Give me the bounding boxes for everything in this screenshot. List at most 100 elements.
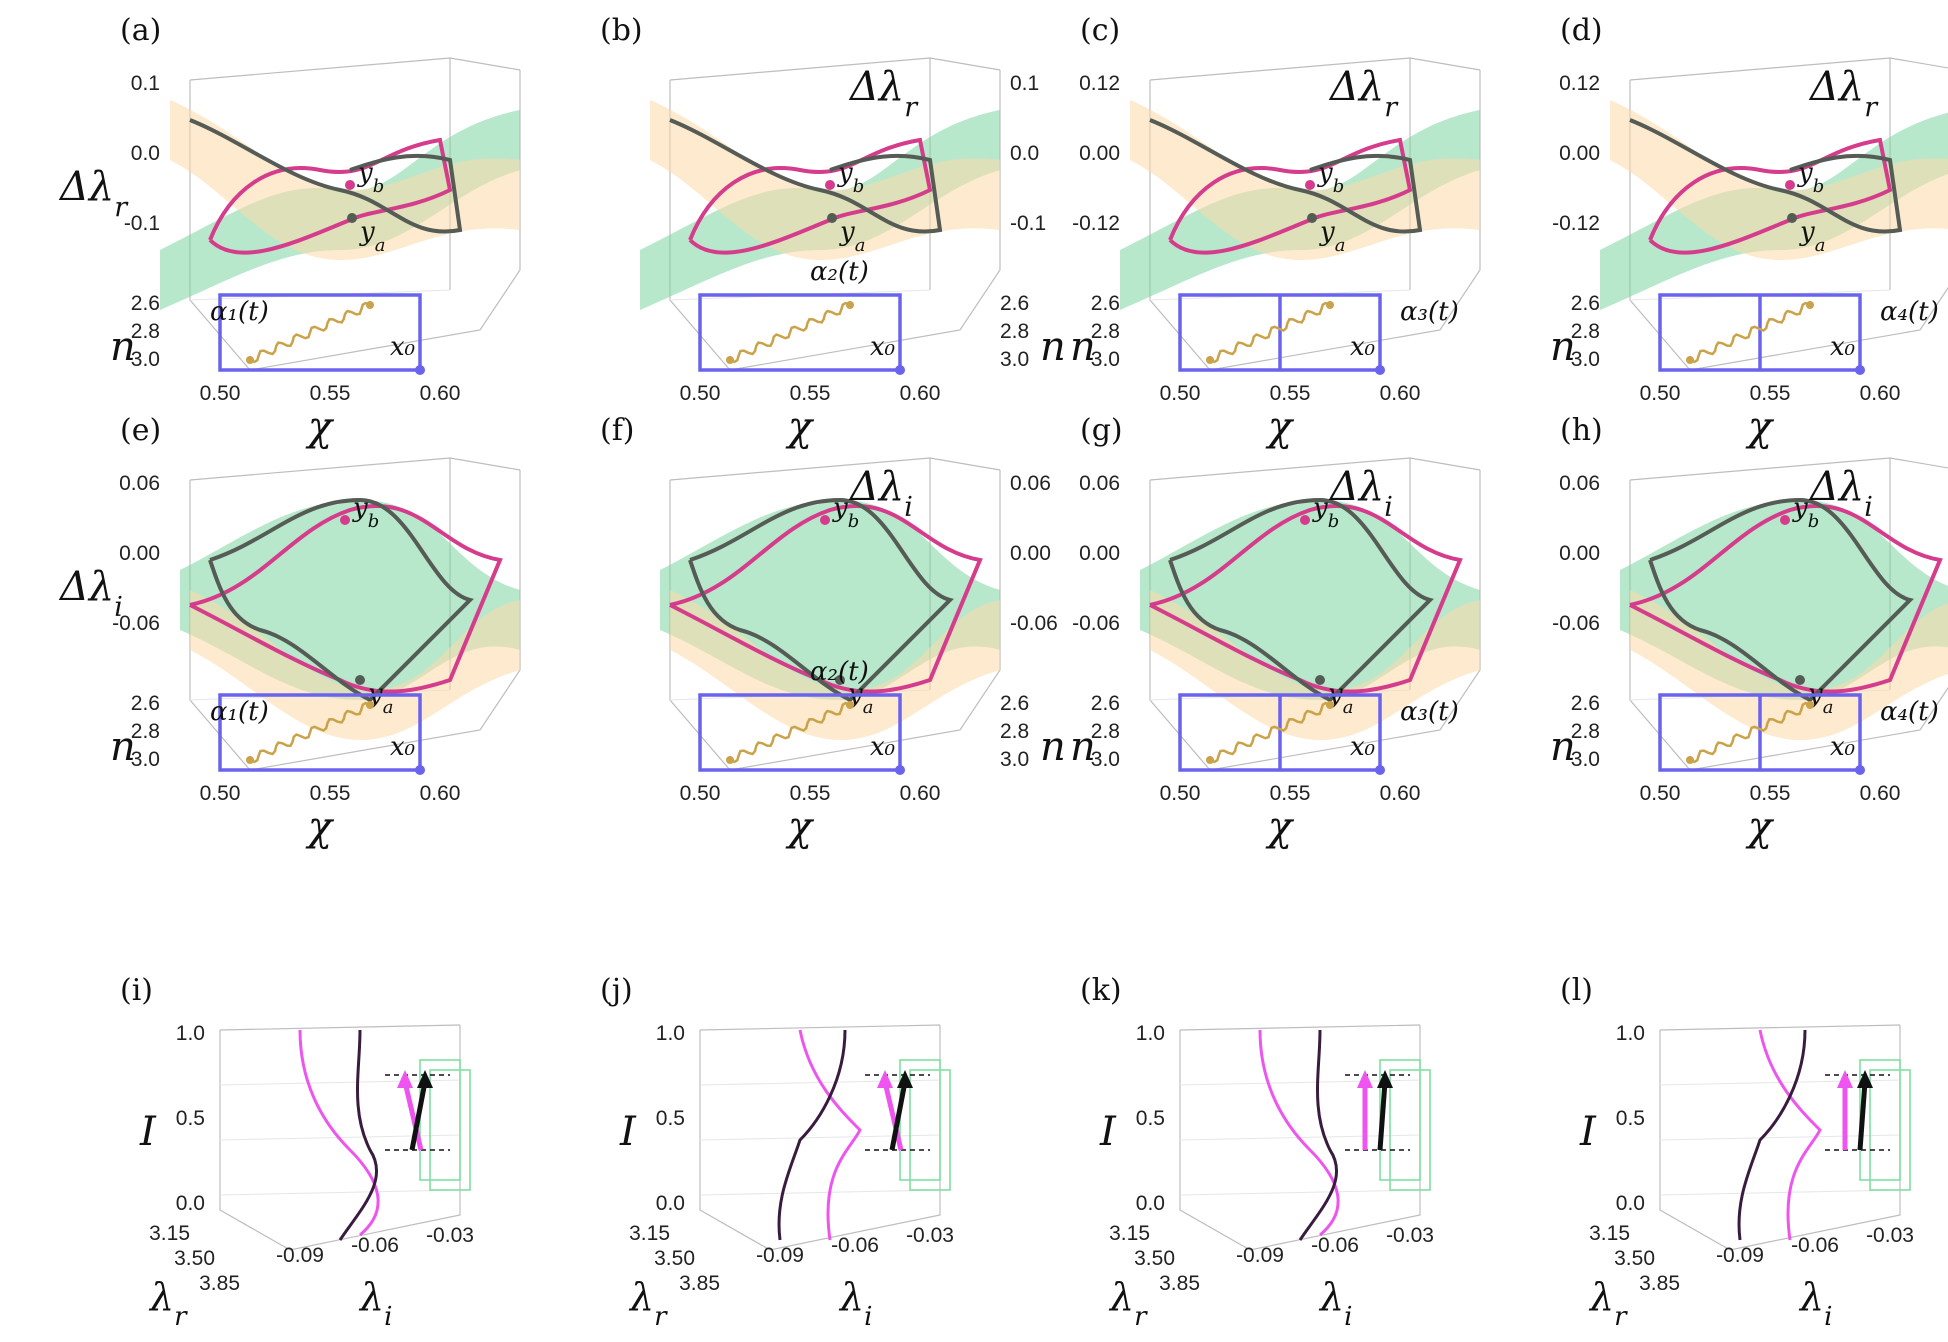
lambda-r-tick: 3.15: [1109, 1222, 1150, 1245]
wave-end-dot: [1206, 356, 1214, 364]
point-x0: [415, 365, 425, 375]
inset-frame-back: [909, 1069, 951, 1191]
chi-axis-title: χ: [305, 804, 335, 850]
n-axis-title: n: [110, 324, 136, 370]
n-tick: 2.8: [131, 720, 160, 743]
chi-tick: 0.60: [900, 782, 941, 805]
axis-box-top: [189, 57, 521, 81]
wave-end-dot: [1326, 301, 1334, 309]
chi-axis-title: χ: [1265, 804, 1295, 850]
wave-end-dot: [726, 756, 734, 764]
lambda-r-tick: 3.15: [149, 1222, 190, 1245]
axis-box-top: [699, 1024, 941, 1031]
grid-line: [1659, 1134, 1901, 1141]
arrow-magenta-head: [1837, 1070, 1853, 1088]
panel-k: (k) 1.0 0.5 0.0 I 3.153.503.85 -0.09 -0.06 -0.03…: [1080, 973, 1434, 1332]
chi-tick: 0.50: [1160, 782, 1201, 805]
I-tick: 0.0: [656, 1192, 685, 1215]
chi-tick: 0.60: [1860, 382, 1901, 405]
n-axis-title: n: [1070, 724, 1096, 770]
panel-g: (g)ybyaΔλi0.060.00-0.06α₃(t)x₀2.62.83.00…: [1070, 413, 1481, 850]
trajectory-dark: [777, 1029, 847, 1241]
z-tick: -0.06: [1552, 612, 1600, 635]
point-yb: [345, 180, 355, 190]
lambda-r-title: λr: [1588, 1275, 1628, 1332]
z-tick: 0.00: [119, 542, 160, 565]
chi-tick: 0.60: [1860, 782, 1901, 805]
n-tick: 2.8: [1091, 320, 1120, 343]
chi-tick: 0.50: [200, 382, 241, 405]
I-tick: 0.0: [176, 1192, 205, 1215]
trajectory-dark: [1298, 1029, 1338, 1241]
lambda-r-title: λr: [1108, 1275, 1148, 1332]
point-x0: [415, 765, 425, 775]
panel-j: (j) 1.0 0.5 0.0 I 3.153.503.85 -0.09 -0.06 -0.03…: [600, 973, 954, 1332]
z-tick: 0.00: [1559, 542, 1600, 565]
path-dark: [1648, 497, 1914, 703]
axis-box-top: [1179, 1024, 1421, 1031]
label-ya: ya: [1319, 217, 1345, 256]
z-tick: 0.1: [131, 72, 160, 95]
point-yb: [820, 515, 830, 525]
quantity-label: Δλi: [848, 464, 913, 523]
arrow-magenta-head: [397, 1070, 413, 1088]
chi-tick: 0.50: [200, 782, 241, 805]
label-x0: x₀: [1350, 332, 1376, 362]
I-axis-title: I: [619, 1109, 637, 1155]
panel-label: (d): [1560, 13, 1603, 48]
chi-tick: 0.55: [790, 382, 831, 405]
chi-tick: 0.60: [1380, 782, 1421, 805]
eigen-surface-orange: [1610, 100, 1948, 260]
loop-label: α₃(t): [1400, 697, 1459, 727]
point-ya: [1315, 675, 1325, 685]
chi-tick: 0.55: [310, 782, 351, 805]
loop-label: α₁(t): [210, 697, 269, 727]
n-axis-title: n: [1040, 724, 1066, 770]
quantity-label: Δλi: [1808, 464, 1873, 523]
arrow-black: [409, 1081, 428, 1151]
label-yb: yb: [832, 493, 859, 532]
z-tick: -0.06: [1072, 612, 1120, 635]
panel-a: (a) yb ya Δλr 0.1 0.0 -0.1 α₁(t) x₀ 2.6 2.8 3.0 0.50…: [58, 13, 521, 450]
axis-box-top: [669, 457, 1001, 481]
chi-axis-title: χ: [1265, 404, 1295, 450]
n-tick: 2.6: [1091, 692, 1120, 715]
chi-tick: 0.55: [1270, 382, 1311, 405]
grid-line: [699, 1134, 941, 1141]
I-tick: 0.5: [656, 1107, 685, 1130]
panel-label: (i): [120, 973, 153, 1008]
path-dark: [189, 118, 463, 234]
n-tick: 3.0: [1000, 748, 1029, 771]
lambda-r-tick: 3.15: [629, 1222, 670, 1245]
panel-c: (c) yb ya Δλr 0.12 0.00 -0.12 α₃(t) x₀ 2.6 2.8 3.0 0…: [1070, 13, 1481, 450]
lambda-i-title: λi: [358, 1275, 392, 1332]
wave-end-dot: [1806, 701, 1814, 709]
chi-tick: 0.50: [680, 382, 721, 405]
point-yb: [825, 180, 835, 190]
z-tick: 0.12: [1559, 72, 1600, 95]
wave-end-dot: [846, 701, 854, 709]
point-ya: [1307, 213, 1317, 223]
loop-label: α₂(t): [810, 257, 869, 287]
label-yb: yb: [837, 158, 864, 197]
z-tick: 0.06: [1010, 472, 1051, 495]
quantity-label: Δλr: [58, 164, 129, 223]
arrow-black-head: [1857, 1070, 1873, 1088]
inset-frame-back: [1389, 1069, 1431, 1191]
point-yb: [1300, 515, 1310, 525]
point-ya: [835, 675, 845, 685]
chi-tick: 0.55: [1270, 782, 1311, 805]
arrow-black-head: [897, 1070, 913, 1088]
path-pink: [1149, 503, 1463, 694]
I-tick: 1.0: [1616, 1022, 1645, 1045]
lambda-i-tick: -0.03: [1386, 1224, 1434, 1247]
path-dark: [1168, 497, 1434, 703]
lambda-r-tick: 3.85: [1159, 1272, 1200, 1295]
panel-label: (e): [120, 413, 161, 448]
axis-box-top: [1659, 1024, 1901, 1031]
path-pink: [189, 503, 503, 694]
label-ya: ya: [1799, 217, 1825, 256]
point-x0: [1375, 365, 1385, 375]
panel-i: (i) 1.0 0.5 0.0 I 3.153.503.85 -0.09 -0.06 -0.03…: [120, 973, 474, 1332]
I-tick: 1.0: [656, 1022, 685, 1045]
